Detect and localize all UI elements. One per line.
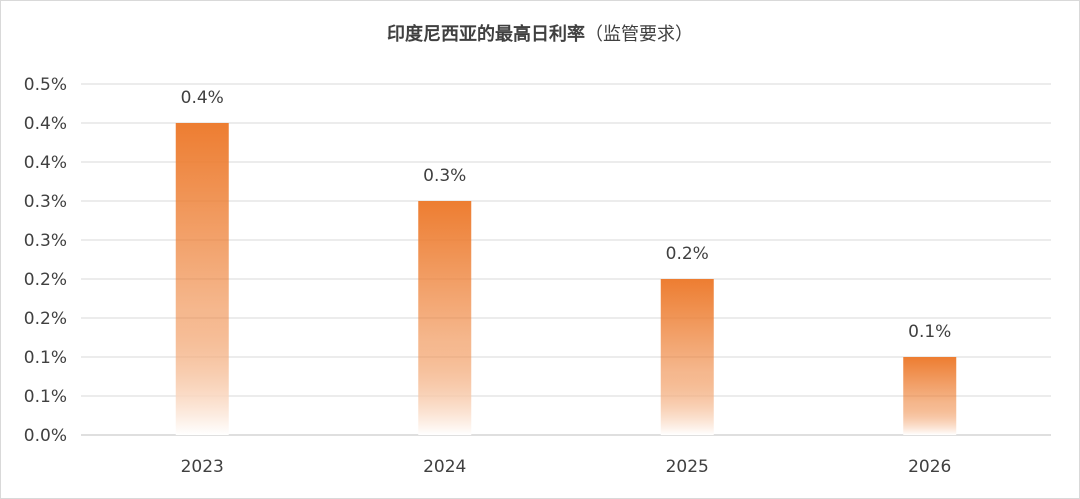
x-tick-label-2023: 2023 [181, 457, 224, 477]
chart-subtitle: （监管要求） [585, 24, 693, 45]
bar-2024 [418, 201, 472, 435]
x-tick-label-2026: 2026 [908, 457, 951, 477]
data-label-2026: 0.1% [908, 322, 951, 342]
y-tick-label: 0.1% [24, 387, 67, 407]
y-tick-label: 0.5% [24, 75, 67, 95]
grid-lines [81, 83, 1051, 436]
bars [175, 123, 957, 435]
y-tick-label: 0.2% [24, 270, 67, 290]
y-tick-label: 0.0% [24, 426, 67, 446]
data-labels: 0.4% 0.3% 0.2% 0.1% [181, 88, 952, 342]
data-label-2025: 0.2% [666, 244, 709, 264]
x-tick-label-2024: 2024 [423, 457, 466, 477]
y-tick-label: 0.4% [24, 153, 67, 173]
bar-2026 [903, 357, 957, 435]
x-axis-tick-labels: 2023 2024 2025 2026 [181, 457, 952, 477]
y-tick-label: 0.3% [24, 231, 67, 251]
chart-title-main: 印度尼西亚的最高日利率 [387, 23, 585, 45]
bar-2023 [175, 123, 229, 435]
chart-title: 印度尼西亚的最高日利率（监管要求） [387, 23, 693, 45]
y-tick-label: 0.1% [24, 348, 67, 368]
y-tick-label: 0.2% [24, 309, 67, 329]
y-tick-label: 0.3% [24, 192, 67, 212]
y-tick-label: 0.4% [24, 114, 67, 134]
data-label-2024: 0.3% [423, 166, 466, 186]
bar-2025 [660, 279, 714, 435]
x-tick-label-2025: 2025 [666, 457, 709, 477]
y-axis-tick-labels: 0.0% 0.1% 0.1% 0.2% 0.2% 0.3% 0.3% 0.4% 0.4% 0.5% [24, 75, 67, 446]
data-label-2023: 0.4% [181, 88, 224, 108]
